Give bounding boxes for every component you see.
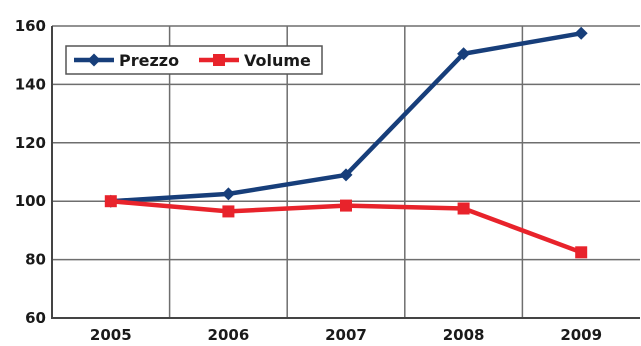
y-tick-label-100: 100 xyxy=(15,192,46,210)
y-tick-label-160: 160 xyxy=(15,17,46,35)
point-volume-2007 xyxy=(340,199,352,212)
point-prezzo-2006 xyxy=(221,187,235,201)
point-prezzo-2009 xyxy=(574,26,588,40)
point-volume-2006 xyxy=(222,205,235,218)
x-tick-labels: 2005 2006 2007 2008 2009 xyxy=(90,326,602,344)
y-tick-label-140: 140 xyxy=(15,75,46,93)
legend: Prezzo Volume xyxy=(65,45,323,75)
series-volume xyxy=(104,195,588,259)
series-group xyxy=(104,26,588,259)
point-volume-2005 xyxy=(104,195,117,208)
y-tick-labels: 60 80 100 120 140 160 xyxy=(15,17,46,327)
legend-label-volume: Volume xyxy=(244,51,311,70)
x-tick-label-2007: 2007 xyxy=(325,326,367,344)
x-tick-label-2006: 2006 xyxy=(208,326,250,344)
legend-marker-volume xyxy=(213,54,225,66)
point-prezzo-2007 xyxy=(339,168,353,182)
point-volume-2009 xyxy=(575,246,588,259)
y-tick-label-80: 80 xyxy=(25,251,46,269)
y-tick-label-60: 60 xyxy=(25,309,46,327)
chart-axes xyxy=(51,26,640,319)
x-tick-label-2009: 2009 xyxy=(560,326,602,344)
point-prezzo-2008 xyxy=(457,47,471,61)
legend-label-prezzo: Prezzo xyxy=(119,51,179,70)
y-tick-label-120: 120 xyxy=(15,134,46,152)
legend-marker-prezzo xyxy=(87,53,101,67)
point-volume-2008 xyxy=(457,202,470,215)
x-tick-label-2008: 2008 xyxy=(443,326,485,344)
x-tick-label-2005: 2005 xyxy=(90,326,132,344)
